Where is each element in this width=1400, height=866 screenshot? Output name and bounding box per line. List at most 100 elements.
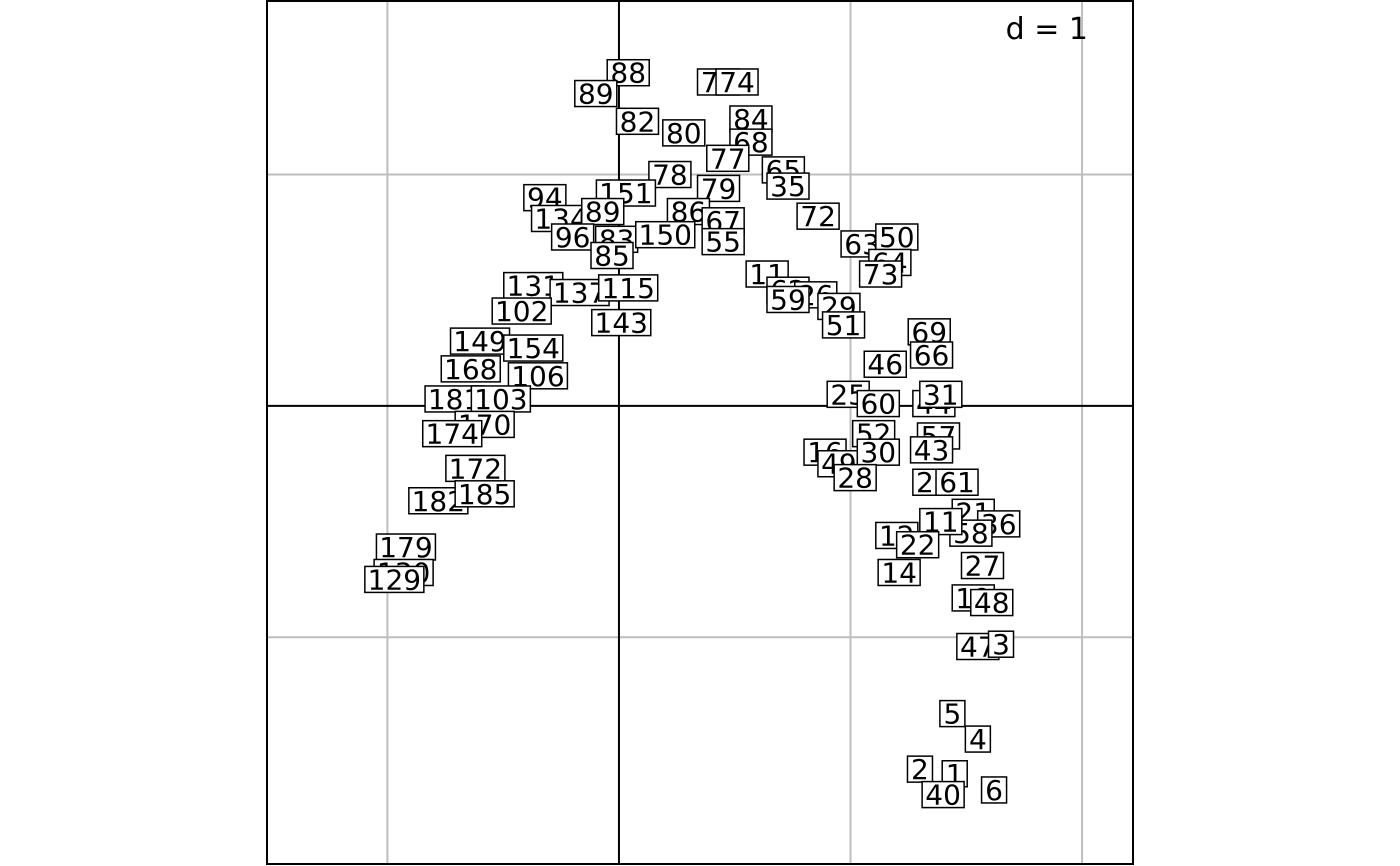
point-label: 48 xyxy=(970,587,1014,620)
point-label: 22 xyxy=(895,529,940,562)
point-label-text: 89 xyxy=(578,78,614,111)
point-label-text: 137 xyxy=(553,277,606,310)
point-label: 89 xyxy=(580,196,625,229)
point-label: 68 xyxy=(729,126,773,159)
point-label-text: 78 xyxy=(652,159,688,192)
point-label-box xyxy=(706,144,750,173)
point-label-text: 66 xyxy=(914,339,950,372)
point-label-box xyxy=(858,260,903,288)
point-label: 77 xyxy=(706,142,750,175)
point-label: 102 xyxy=(491,295,552,328)
point-label-text: 14 xyxy=(881,556,917,589)
point-label-text: 72 xyxy=(800,200,836,233)
point-label: 143 xyxy=(591,307,652,340)
point-label-text: 172 xyxy=(449,452,502,485)
point-label-box xyxy=(909,436,954,464)
point-label-box xyxy=(421,419,483,448)
point-label-text: 4 xyxy=(969,723,987,756)
point-label-text: 50 xyxy=(879,221,915,254)
point-label: 35 xyxy=(766,170,810,203)
point-label: 80 xyxy=(662,117,706,150)
point-label-text: 35 xyxy=(770,170,806,203)
point-label: 6 xyxy=(980,774,1008,807)
point-label: 5 xyxy=(939,698,966,731)
point-label-text: 179 xyxy=(379,531,432,564)
point-label-text: 5 xyxy=(943,698,961,731)
point-label-text: 2 xyxy=(911,753,929,786)
point-label-box xyxy=(766,285,810,314)
point-label-box xyxy=(648,160,692,189)
point-label: 28 xyxy=(833,462,877,495)
point-label-text: 129 xyxy=(368,563,421,596)
point-label: 50 xyxy=(875,221,919,254)
point-label: 27 xyxy=(960,550,1005,583)
point-label-text: 22 xyxy=(900,529,936,562)
point-label-text: 150 xyxy=(639,219,692,252)
point-label: 151 xyxy=(595,177,657,210)
point-label-text: 46 xyxy=(867,348,903,381)
point-label-box xyxy=(701,227,745,256)
point-label: 79 xyxy=(696,172,741,205)
point-label-text: 85 xyxy=(594,240,630,273)
point-label-box xyxy=(580,197,625,226)
point-label-text: 48 xyxy=(974,587,1010,620)
point-label-box xyxy=(574,79,618,108)
point-label: 4 xyxy=(964,723,992,756)
point-label-box xyxy=(970,588,1014,617)
point-label-box xyxy=(364,565,425,594)
point-label-text: 149 xyxy=(453,325,506,358)
point-label: 74 xyxy=(715,66,759,99)
point-label: 46 xyxy=(863,348,907,381)
point-label-box xyxy=(856,389,901,418)
point-label: 51 xyxy=(821,309,866,342)
point-label-text: 27 xyxy=(965,550,1001,583)
point-label: 55 xyxy=(701,226,745,259)
point-label: 129 xyxy=(364,563,425,596)
point-label: 149 xyxy=(449,325,511,358)
point-label: 115 xyxy=(597,272,659,305)
point-labels: 8889828075748468776535787915194134898667… xyxy=(364,57,1021,812)
point-label: 168 xyxy=(440,353,502,386)
point-label-box xyxy=(909,341,954,369)
point-label-box xyxy=(960,551,1005,580)
point-label-box xyxy=(729,105,773,133)
point-label-text: 55 xyxy=(705,226,741,259)
point-label-text: 60 xyxy=(860,388,896,421)
point-label: 172 xyxy=(445,452,506,485)
point-label: 96 xyxy=(550,221,595,254)
point-label-text: 28 xyxy=(837,462,873,495)
point-label-text: 40 xyxy=(925,779,961,812)
point-label: 85 xyxy=(590,240,634,273)
point-label: 72 xyxy=(796,200,840,233)
point-label: 14 xyxy=(877,556,921,589)
point-label: 61 xyxy=(935,466,979,499)
point-label: 174 xyxy=(421,418,483,451)
point-label: 103 xyxy=(470,383,532,416)
grid-scale-label: d = 1 xyxy=(1006,12,1088,47)
point-label: 43 xyxy=(909,434,954,467)
point-label-box xyxy=(919,507,963,536)
point-label-box xyxy=(833,463,877,492)
point-label-box xyxy=(550,223,595,251)
point-label: 73 xyxy=(858,258,903,291)
point-label-text: 59 xyxy=(770,283,806,316)
point-label-box xyxy=(921,780,965,809)
point-label-box xyxy=(491,297,552,325)
point-label: 66 xyxy=(909,339,954,372)
point-label-text: 82 xyxy=(620,105,656,138)
point-label-text: 102 xyxy=(495,295,548,328)
point-label: 31 xyxy=(919,378,963,411)
point-label-box xyxy=(507,362,569,390)
point-label: 89 xyxy=(574,78,618,111)
point-label: 82 xyxy=(615,105,660,138)
point-label-box xyxy=(796,202,840,230)
point-label-text: 174 xyxy=(426,418,479,451)
point-label-box xyxy=(595,179,657,207)
point-label-box xyxy=(662,119,706,147)
point-label-box xyxy=(895,530,940,559)
point-label: 88 xyxy=(606,57,650,90)
point-label-box xyxy=(964,725,992,753)
point-label-text: 185 xyxy=(458,478,511,511)
point-label-text: 74 xyxy=(719,66,755,99)
point-label-text: 103 xyxy=(474,383,527,416)
